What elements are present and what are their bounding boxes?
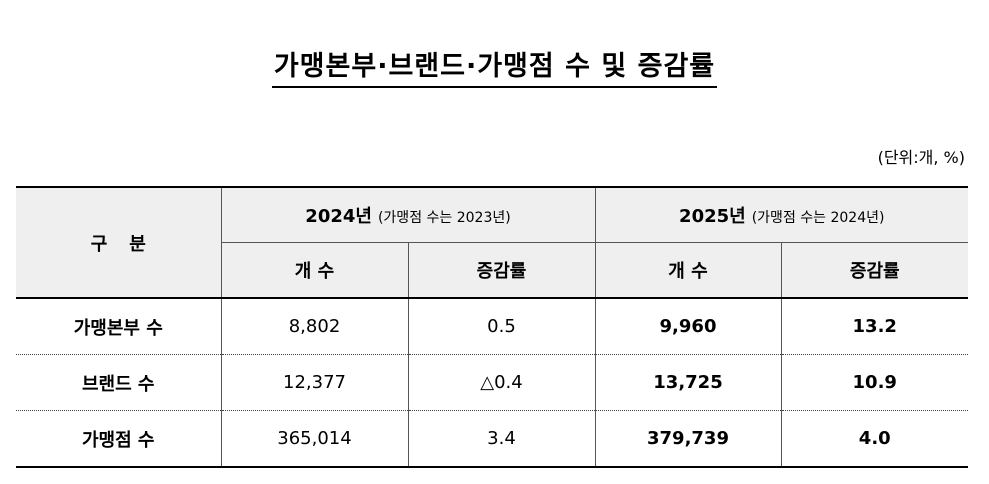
count-header-2024: 개 수 (220, 242, 408, 299)
header-row-years: 구분 2024년 (가맹점 수는 2023년) 2025년 (가맹점 수는 2024… (16, 186, 968, 299)
unit-label: (단위:개, %) (877, 148, 965, 167)
page-title: 가맹본부·브랜드·가맹점 수 및 증감률 (0, 44, 989, 88)
rate-2024-cell: △0.4 (407, 354, 595, 411)
year-2024-header: 2024년 (가맹점 수는 2023년) (220, 186, 595, 243)
count-2025-cell: 13,725 (594, 354, 781, 411)
count-2025-cell: 379,739 (594, 410, 781, 468)
count-2025-cell: 9,960 (594, 298, 781, 355)
count-2024-cell: 8,802 (220, 298, 408, 355)
count-2024-cell: 365,014 (220, 410, 408, 468)
year-2025-header: 2025년 (가맹점 수는 2024년) (594, 186, 968, 243)
row-label: 브랜드 수 (16, 354, 221, 411)
row-label: 가맹본부 수 (16, 298, 221, 355)
row-label: 가맹점 수 (16, 410, 221, 468)
rate-header-2024: 증감률 (407, 242, 595, 299)
rate-2024-cell: 3.4 (407, 410, 595, 468)
franchise-stats-table: 구분 2024년 (가맹점 수는 2023년) 2025년 (가맹점 수는 2024… (16, 186, 968, 468)
rate-2025-cell: 4.0 (780, 410, 968, 468)
count-2024-cell: 12,377 (220, 354, 408, 411)
rate-2025-cell: 13.2 (780, 298, 968, 355)
table-row: 가맹본부 수 8,802 0.5 9,960 13.2 (16, 298, 968, 355)
page-title-text: 가맹본부·브랜드·가맹점 수 및 증감률 (271, 44, 718, 88)
rate-2024-cell: 0.5 (407, 298, 595, 355)
category-header: 구분 (16, 186, 221, 299)
rate-2025-cell: 10.9 (780, 354, 968, 411)
count-header-2025: 개 수 (594, 242, 781, 299)
rate-header-2025: 증감률 (780, 242, 968, 299)
header-row-columns: 개 수 증감률 개 수 증감률 (16, 242, 968, 299)
table-row: 가맹점 수 365,014 3.4 379,739 4.0 (16, 410, 968, 468)
table-row: 브랜드 수 12,377 △0.4 13,725 10.9 (16, 354, 968, 411)
